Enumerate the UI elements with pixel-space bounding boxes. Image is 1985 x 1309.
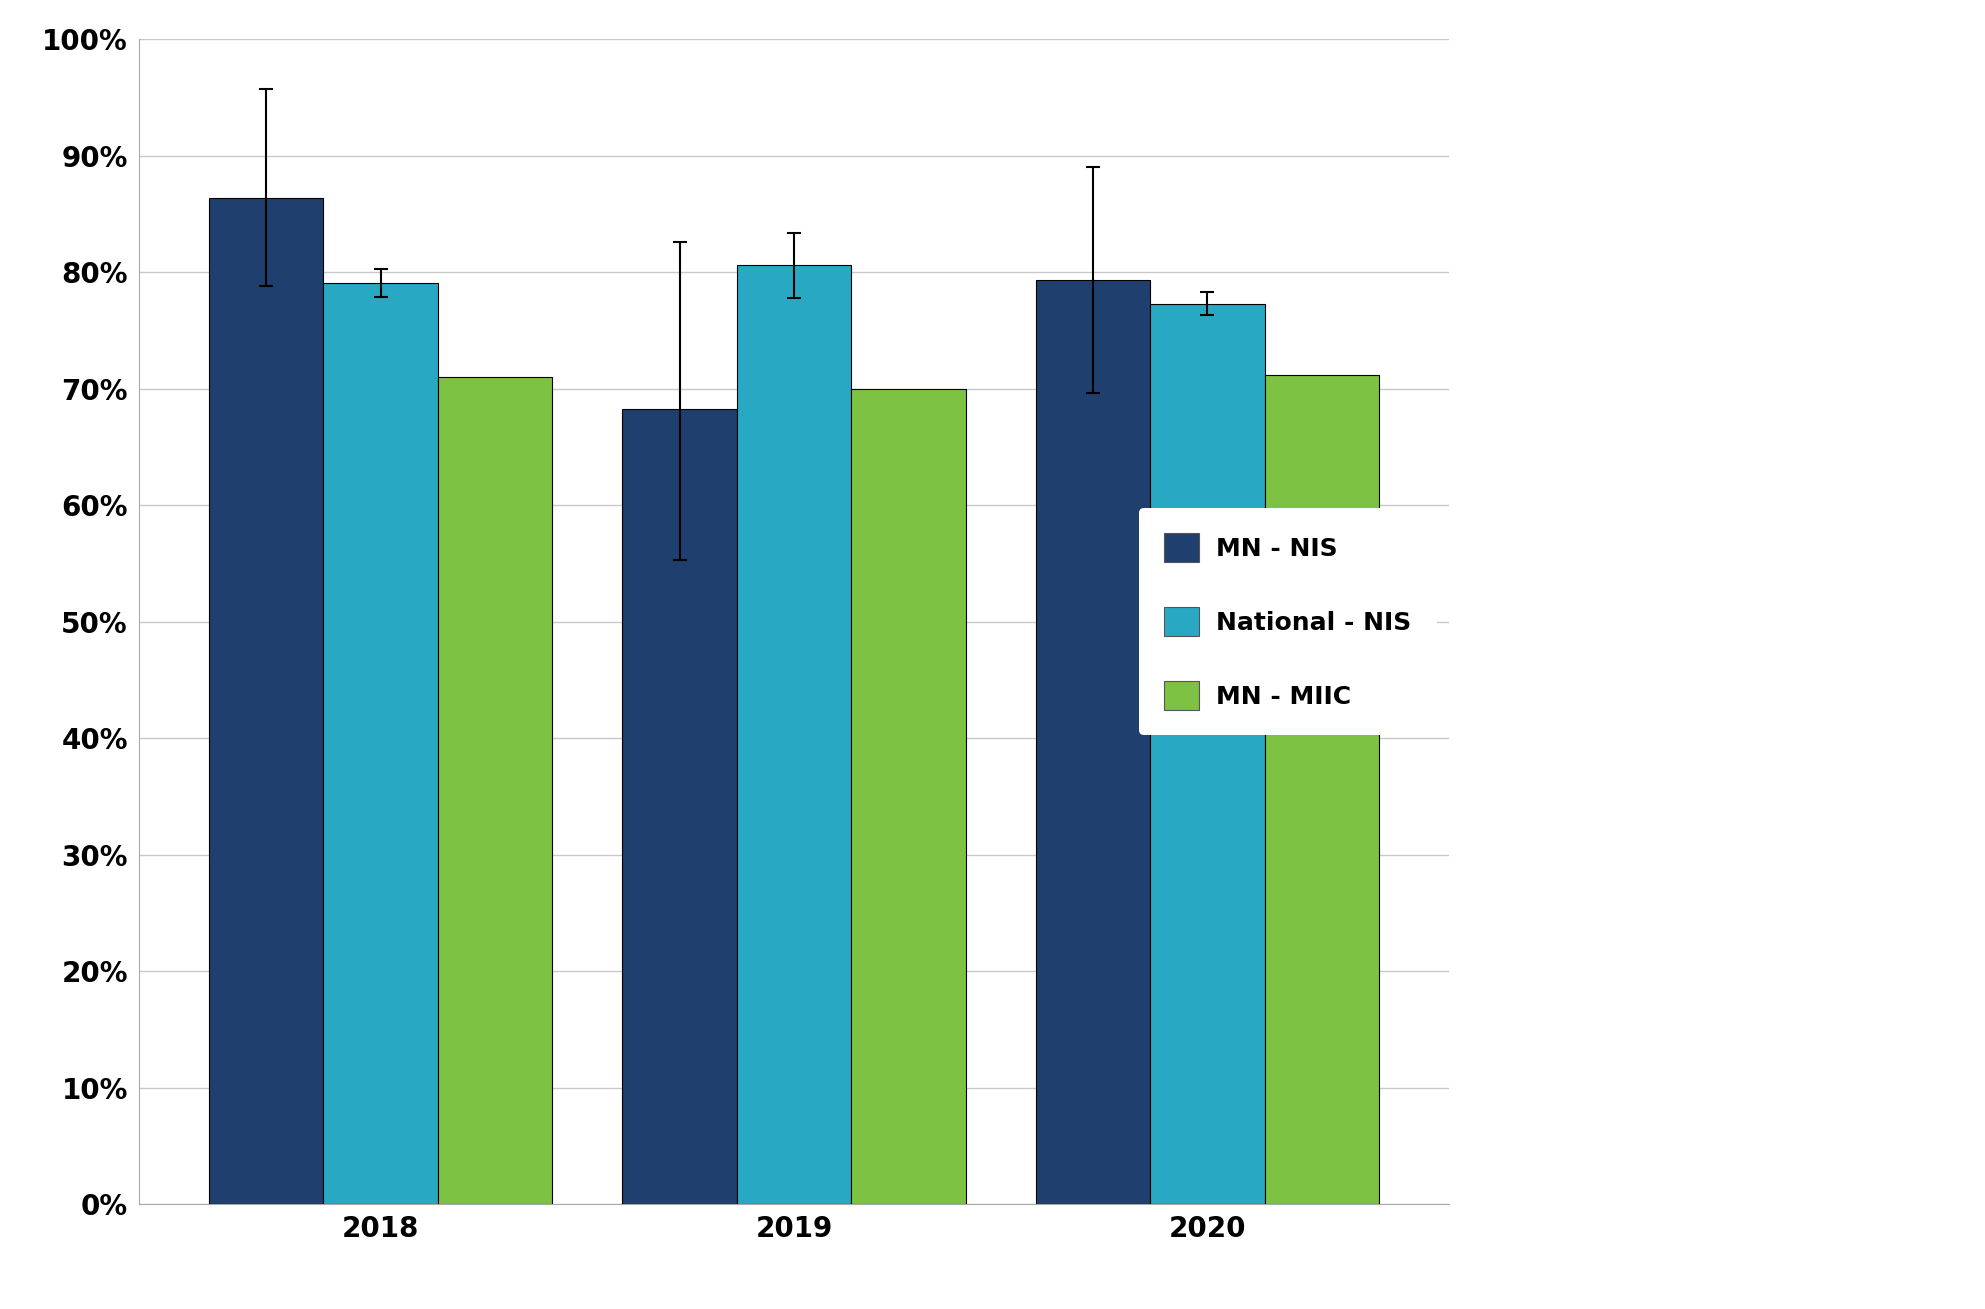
Bar xyxy=(1149,304,1264,1204)
Legend: MN - NIS, National - NIS, MN - MIIC: MN - NIS, National - NIS, MN - MIIC xyxy=(1139,508,1437,736)
Bar xyxy=(852,389,967,1204)
Bar xyxy=(208,198,324,1204)
Bar xyxy=(1036,280,1149,1204)
Bar xyxy=(324,283,439,1204)
Bar xyxy=(736,266,852,1204)
Bar xyxy=(439,377,552,1204)
Bar xyxy=(621,408,736,1204)
Bar xyxy=(1264,374,1380,1204)
